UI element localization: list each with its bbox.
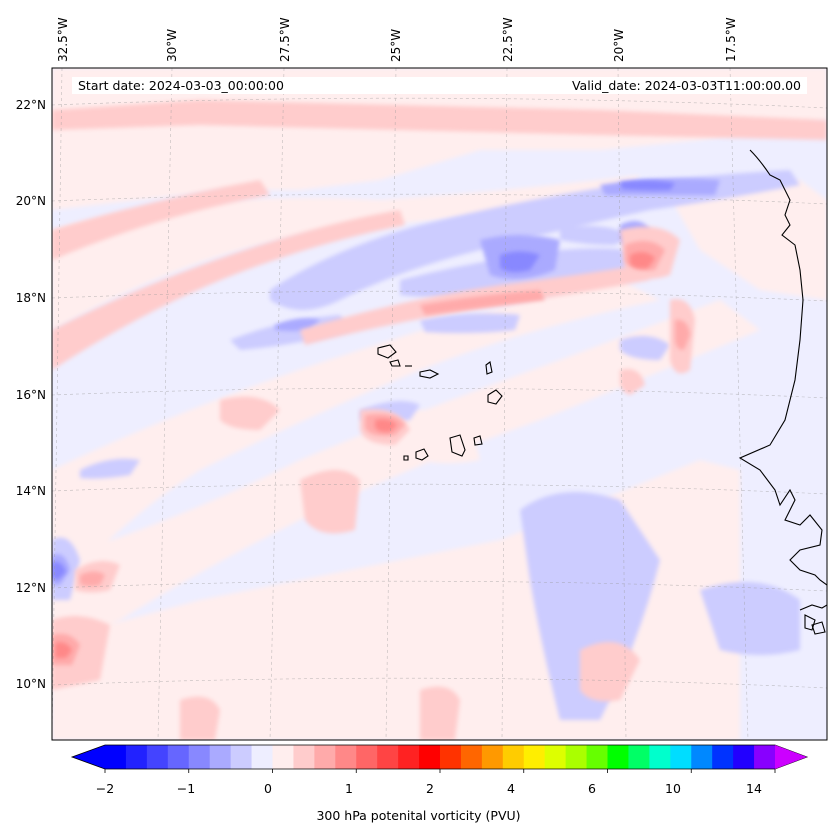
colorbar-cell xyxy=(649,745,671,769)
latitude-label: 18°N xyxy=(15,291,46,305)
colorbar-title: 300 hPa potenital vorticity (PVU) xyxy=(316,808,521,823)
colorbar-cell xyxy=(460,745,483,769)
colorbar-cell xyxy=(523,745,546,769)
colorbar-cell xyxy=(691,745,713,769)
colorbar-tick-label: −2 xyxy=(95,781,115,796)
colorbar-tick-label: −1 xyxy=(176,781,196,796)
colorbar-cell xyxy=(565,745,588,769)
coastline xyxy=(377,149,827,635)
colorbar-cell xyxy=(335,745,357,769)
latitude-label: 16°N xyxy=(15,388,46,402)
map-frame xyxy=(51,67,828,741)
colorbar-cell xyxy=(356,745,378,769)
colorbar-cell xyxy=(544,745,567,769)
colorbar-cell xyxy=(230,745,253,769)
colorbar-tick-label: 1 xyxy=(345,781,353,796)
longitude-label: 17.5°W xyxy=(724,17,738,62)
colorbar-cell xyxy=(712,745,734,769)
colorbar-tick-label: 14 xyxy=(746,781,762,796)
colorbar-cell xyxy=(419,745,441,769)
colorbar-cell xyxy=(251,745,274,769)
colorbar-cell xyxy=(481,745,504,769)
longitude-label: 25°W xyxy=(389,28,403,62)
colorbar-tick-label: 4 xyxy=(507,781,515,796)
colorbar-cell xyxy=(502,745,525,769)
colorbar-cell xyxy=(628,745,650,769)
colorbar-cell xyxy=(167,745,190,769)
colorbar-cell xyxy=(125,745,148,769)
colorbar xyxy=(70,744,809,773)
latitude-label: 22°N xyxy=(15,98,46,112)
colorbar-tick-label: 0 xyxy=(264,781,272,796)
longitude-label: 20°W xyxy=(612,28,626,62)
colorbar-cell xyxy=(586,745,609,769)
colorbar-cell xyxy=(272,745,295,769)
colorbar-under-arrow xyxy=(72,745,105,769)
valid-date-label: Valid_date: 2024-03-03T11:00:00.00 xyxy=(571,78,801,93)
colorbar-over-arrow xyxy=(775,745,807,769)
colorbar-cell xyxy=(188,745,211,769)
colorbar-cell xyxy=(314,745,336,769)
colorbar-tick-label: 6 xyxy=(588,781,596,796)
latitude-label: 12°N xyxy=(15,581,46,595)
colorbar-tick-label: 10 xyxy=(665,781,681,796)
start-date-label: Start date: 2024-03-03_00:00:00 xyxy=(78,78,284,93)
colorbar-cell xyxy=(440,745,462,769)
longitude-label: 30°W xyxy=(165,28,179,62)
latitude-label: 20°N xyxy=(15,194,46,208)
colorbar-cell xyxy=(607,745,630,769)
colorbar-cell xyxy=(377,745,399,769)
longitude-label: 27.5°W xyxy=(278,17,292,62)
colorbar-cell xyxy=(754,745,776,769)
colorbar-cell xyxy=(293,745,315,769)
latitude-label: 14°N xyxy=(15,484,46,498)
map-field xyxy=(52,68,827,740)
colorbar-cell xyxy=(670,745,692,769)
longitude-label: 22.5°W xyxy=(501,17,515,62)
colorbar-cell xyxy=(105,745,127,769)
latitude-label: 10°N xyxy=(15,677,46,691)
colorbar-tick-label: 2 xyxy=(426,781,434,796)
info-bar: Start date: 2024-03-03_00:00:00 Valid_da… xyxy=(72,77,807,94)
colorbar-cell xyxy=(733,745,755,769)
colorbar-cell xyxy=(209,745,232,769)
colorbar-cell xyxy=(398,745,420,769)
longitude-label: 32.5°W xyxy=(56,17,70,62)
colorbar-cell xyxy=(146,745,169,769)
